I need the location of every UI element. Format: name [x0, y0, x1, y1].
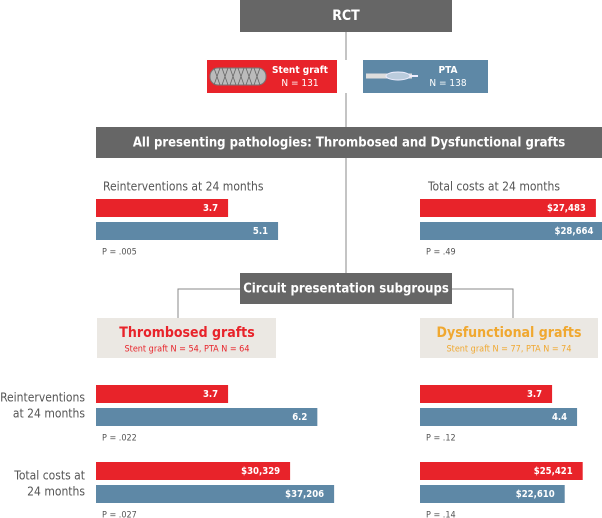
- rct-box: [240, 0, 452, 32]
- row-label: 24 months: [27, 485, 85, 499]
- pta-icon: [366, 71, 418, 81]
- bar: [96, 385, 229, 403]
- bar: [420, 222, 602, 240]
- stent-icon: [209, 67, 267, 86]
- bar-label: $25,421: [534, 466, 573, 477]
- rct-title: RCT: [332, 8, 360, 24]
- subgroup-title: Dysfunctional grafts: [437, 325, 582, 341]
- arm-name: Stent graft: [272, 65, 329, 76]
- bar-label: $22,610: [516, 489, 555, 500]
- bar: [96, 462, 291, 480]
- bar: [420, 199, 596, 217]
- p-value: P = .12: [426, 434, 456, 444]
- arm-n: N = 131: [281, 78, 318, 89]
- subgroup-title: Thrombosed grafts: [119, 325, 254, 341]
- p-value: P = .005: [102, 248, 137, 258]
- bar-label: $27,483: [547, 203, 586, 214]
- bar: [96, 222, 279, 240]
- subgroups-box: [240, 273, 452, 304]
- bar: [96, 199, 229, 217]
- p-value: P = .14: [426, 511, 456, 518]
- bar: [96, 408, 318, 426]
- bar-label: 3.7: [203, 389, 218, 400]
- row-label: at 24 months: [13, 407, 85, 421]
- connector: [177, 288, 514, 318]
- row-label: Reinterventions: [0, 391, 85, 405]
- panel-title: Total costs at 24 months: [427, 180, 560, 194]
- bar: [96, 485, 335, 503]
- subgroup-box: [420, 318, 598, 358]
- bar: [420, 385, 553, 403]
- bar-label: $30,329: [241, 466, 280, 477]
- p-value: P = .022: [102, 434, 137, 444]
- subgroup-subtitle: Stent graft N = 77, PTA N = 74: [447, 345, 572, 355]
- arm-name: PTA: [439, 65, 458, 76]
- banner: All presenting pathologies: Thrombosed a…: [133, 136, 565, 151]
- bar: [420, 462, 583, 480]
- bar-label: $28,664: [555, 226, 594, 237]
- panel-title: Reinterventions at 24 months: [103, 180, 264, 194]
- arm-n: N = 138: [429, 78, 466, 89]
- bar-label: 6.2: [292, 412, 307, 423]
- bar-label: $37,206: [285, 489, 324, 500]
- subgroup-box: [97, 318, 276, 358]
- bar: [420, 485, 565, 503]
- row-label: Total costs at: [13, 469, 85, 483]
- subgroup-subtitle: Stent graft N = 54, PTA N = 64: [125, 345, 250, 355]
- bar-label: 3.7: [527, 389, 542, 400]
- bar-label: 5.1: [253, 226, 268, 237]
- p-value: P = .49: [426, 248, 456, 258]
- banner-box: [96, 127, 602, 158]
- bar-label: 4.4: [552, 412, 567, 423]
- bar: [420, 408, 578, 426]
- p-value: P = .027: [102, 511, 137, 518]
- bar-label: 3.7: [203, 203, 218, 214]
- subgroups-title: Circuit presentation subgroups: [243, 282, 449, 297]
